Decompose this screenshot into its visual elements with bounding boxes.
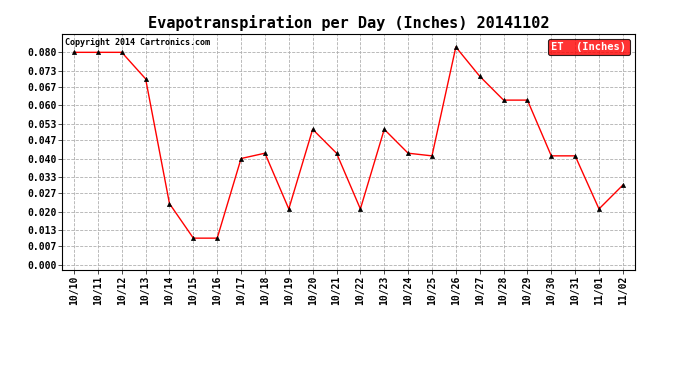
- Title: Evapotranspiration per Day (Inches) 20141102: Evapotranspiration per Day (Inches) 2014…: [148, 15, 549, 31]
- Legend: ET  (Inches): ET (Inches): [549, 39, 629, 55]
- Text: Copyright 2014 Cartronics.com: Copyright 2014 Cartronics.com: [65, 39, 210, 48]
